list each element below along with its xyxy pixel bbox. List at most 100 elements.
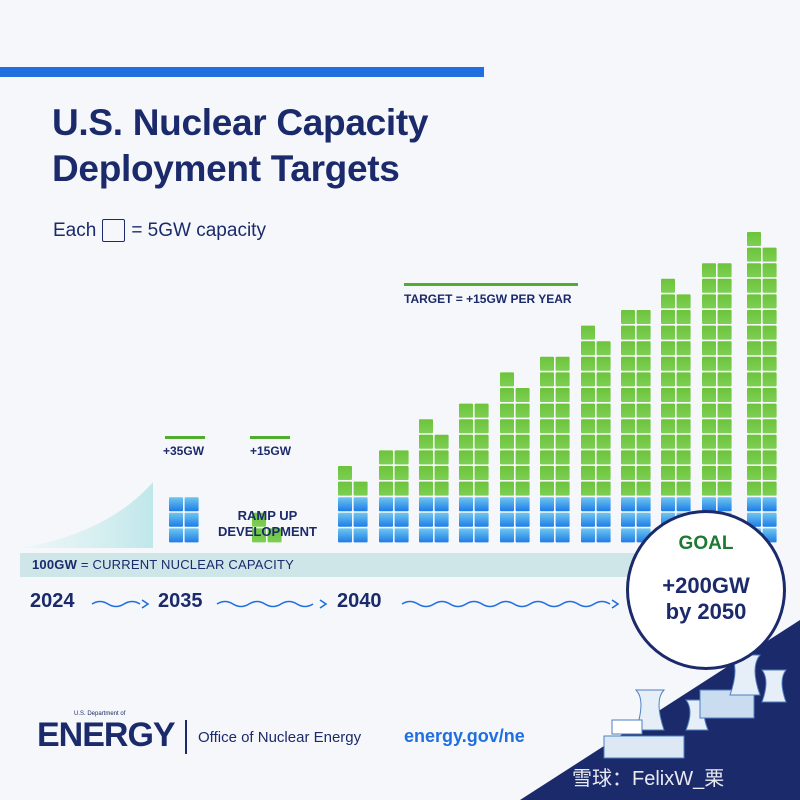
capacity-block-new (419, 450, 433, 465)
capacity-block-existing (555, 512, 570, 527)
historic-ramp (20, 482, 153, 548)
capacity-block-new (555, 356, 570, 371)
capacity-block-existing (394, 528, 409, 543)
energy-gov-link[interactable]: energy.gov/ne (404, 726, 525, 746)
capacity-block-existing (434, 528, 449, 543)
capacity-block-existing (338, 512, 352, 527)
capacity-block-new (747, 481, 761, 496)
legend-block-icon (102, 219, 126, 242)
capacity-block-new (702, 341, 716, 356)
capacity-block-new (338, 481, 352, 496)
capacity-block-new (596, 450, 611, 465)
capacity-block-new (636, 325, 651, 340)
baseline-value: 100GW (32, 557, 78, 572)
capacity-block-existing (169, 512, 183, 527)
capacity-block-existing (353, 497, 368, 512)
office-name: Office of Nuclear Energy (198, 729, 362, 746)
capacity-block-new (581, 403, 595, 418)
capacity-block-new (434, 450, 449, 465)
capacity-block-existing (338, 528, 352, 543)
capacity-block-existing (500, 497, 514, 512)
capacity-block-new (762, 294, 777, 309)
capacity-block-new (515, 403, 530, 418)
target-label: TARGET = +15GW PER YEAR (404, 292, 572, 306)
capacity-block-existing (762, 512, 777, 527)
capacity-block-new (459, 403, 473, 418)
capacity-block-new (419, 466, 433, 480)
capacity-block-new (555, 481, 570, 496)
capacity-block-new (661, 419, 675, 434)
capacity-block-existing (353, 512, 368, 527)
capacity-block-new (540, 388, 554, 402)
capacity-block-new (702, 466, 716, 480)
title-line-1: U.S. Nuclear Capacity (52, 102, 429, 143)
capacity-block-new (434, 434, 449, 449)
capacity-block-new (717, 466, 732, 480)
capacity-block-new (515, 419, 530, 434)
capacity-block-existing (596, 497, 611, 512)
capacity-block-new (581, 466, 595, 480)
capacity-block-new (459, 434, 473, 449)
capacity-block-new (252, 528, 266, 543)
capacity-block-new (621, 434, 635, 449)
capacity-block-existing (459, 528, 473, 543)
capacity-block-existing (555, 528, 570, 543)
capacity-block-new (636, 372, 651, 387)
capacity-block-new (474, 403, 489, 418)
capacity-block-existing (540, 512, 554, 527)
capacity-block-new (702, 434, 716, 449)
capacity-block-new (762, 419, 777, 434)
capacity-block-new (555, 403, 570, 418)
year-2035: 2035 (158, 590, 203, 612)
capacity-block-existing (500, 512, 514, 527)
capacity-block-new (353, 481, 368, 496)
capacity-block-new (636, 466, 651, 480)
capacity-block-new (459, 419, 473, 434)
ramp-up-line-2: DEVELOPMENT (218, 524, 317, 539)
capacity-block-new (621, 372, 635, 387)
capacity-block-new (762, 356, 777, 371)
capacity-block-new (515, 434, 530, 449)
capacity-block-new (717, 278, 732, 293)
capacity-block-new (717, 356, 732, 371)
capacity-block-existing (184, 512, 199, 527)
capacity-block-existing (581, 512, 595, 527)
capacity-block-new (762, 403, 777, 418)
plus35-label: +35GW (163, 444, 205, 458)
capacity-block-new (596, 388, 611, 402)
capacity-block-new (474, 450, 489, 465)
capacity-block-new (762, 388, 777, 402)
capacity-block-new (762, 434, 777, 449)
capacity-block-new (419, 419, 433, 434)
capacity-block-new (621, 466, 635, 480)
capacity-block-new (762, 450, 777, 465)
capacity-block-new (661, 278, 675, 293)
target-rule (404, 283, 578, 286)
capacity-block-new (676, 310, 691, 324)
capacity-block-existing (747, 497, 761, 512)
capacity-block-new (747, 232, 761, 246)
capacity-block-existing (581, 528, 595, 543)
capacity-block-new (702, 403, 716, 418)
capacity-block-new (676, 372, 691, 387)
capacity-block-new (762, 466, 777, 480)
capacity-block-new (747, 278, 761, 293)
capacity-block-new (540, 450, 554, 465)
capacity-block-new (676, 466, 691, 480)
capacity-block-new (267, 528, 282, 543)
capacity-block-new (379, 450, 393, 465)
capacity-block-new (717, 403, 732, 418)
page-title: U.S. Nuclear Capacity Deployment Targets (52, 100, 428, 192)
capacity-block-new (762, 481, 777, 496)
capacity-block-new (379, 481, 393, 496)
capacity-block-new (540, 356, 554, 371)
capacity-block-new (500, 450, 514, 465)
capacity-block-existing (474, 497, 489, 512)
capacity-block-new (717, 341, 732, 356)
capacity-block-new (621, 356, 635, 371)
capacity-block-existing (379, 512, 393, 527)
capacity-block-new (762, 310, 777, 324)
capacity-block-new (581, 341, 595, 356)
capacity-block-existing (636, 512, 651, 527)
ramp-up-label: RAMP UP DEVELOPMENT (218, 508, 317, 540)
